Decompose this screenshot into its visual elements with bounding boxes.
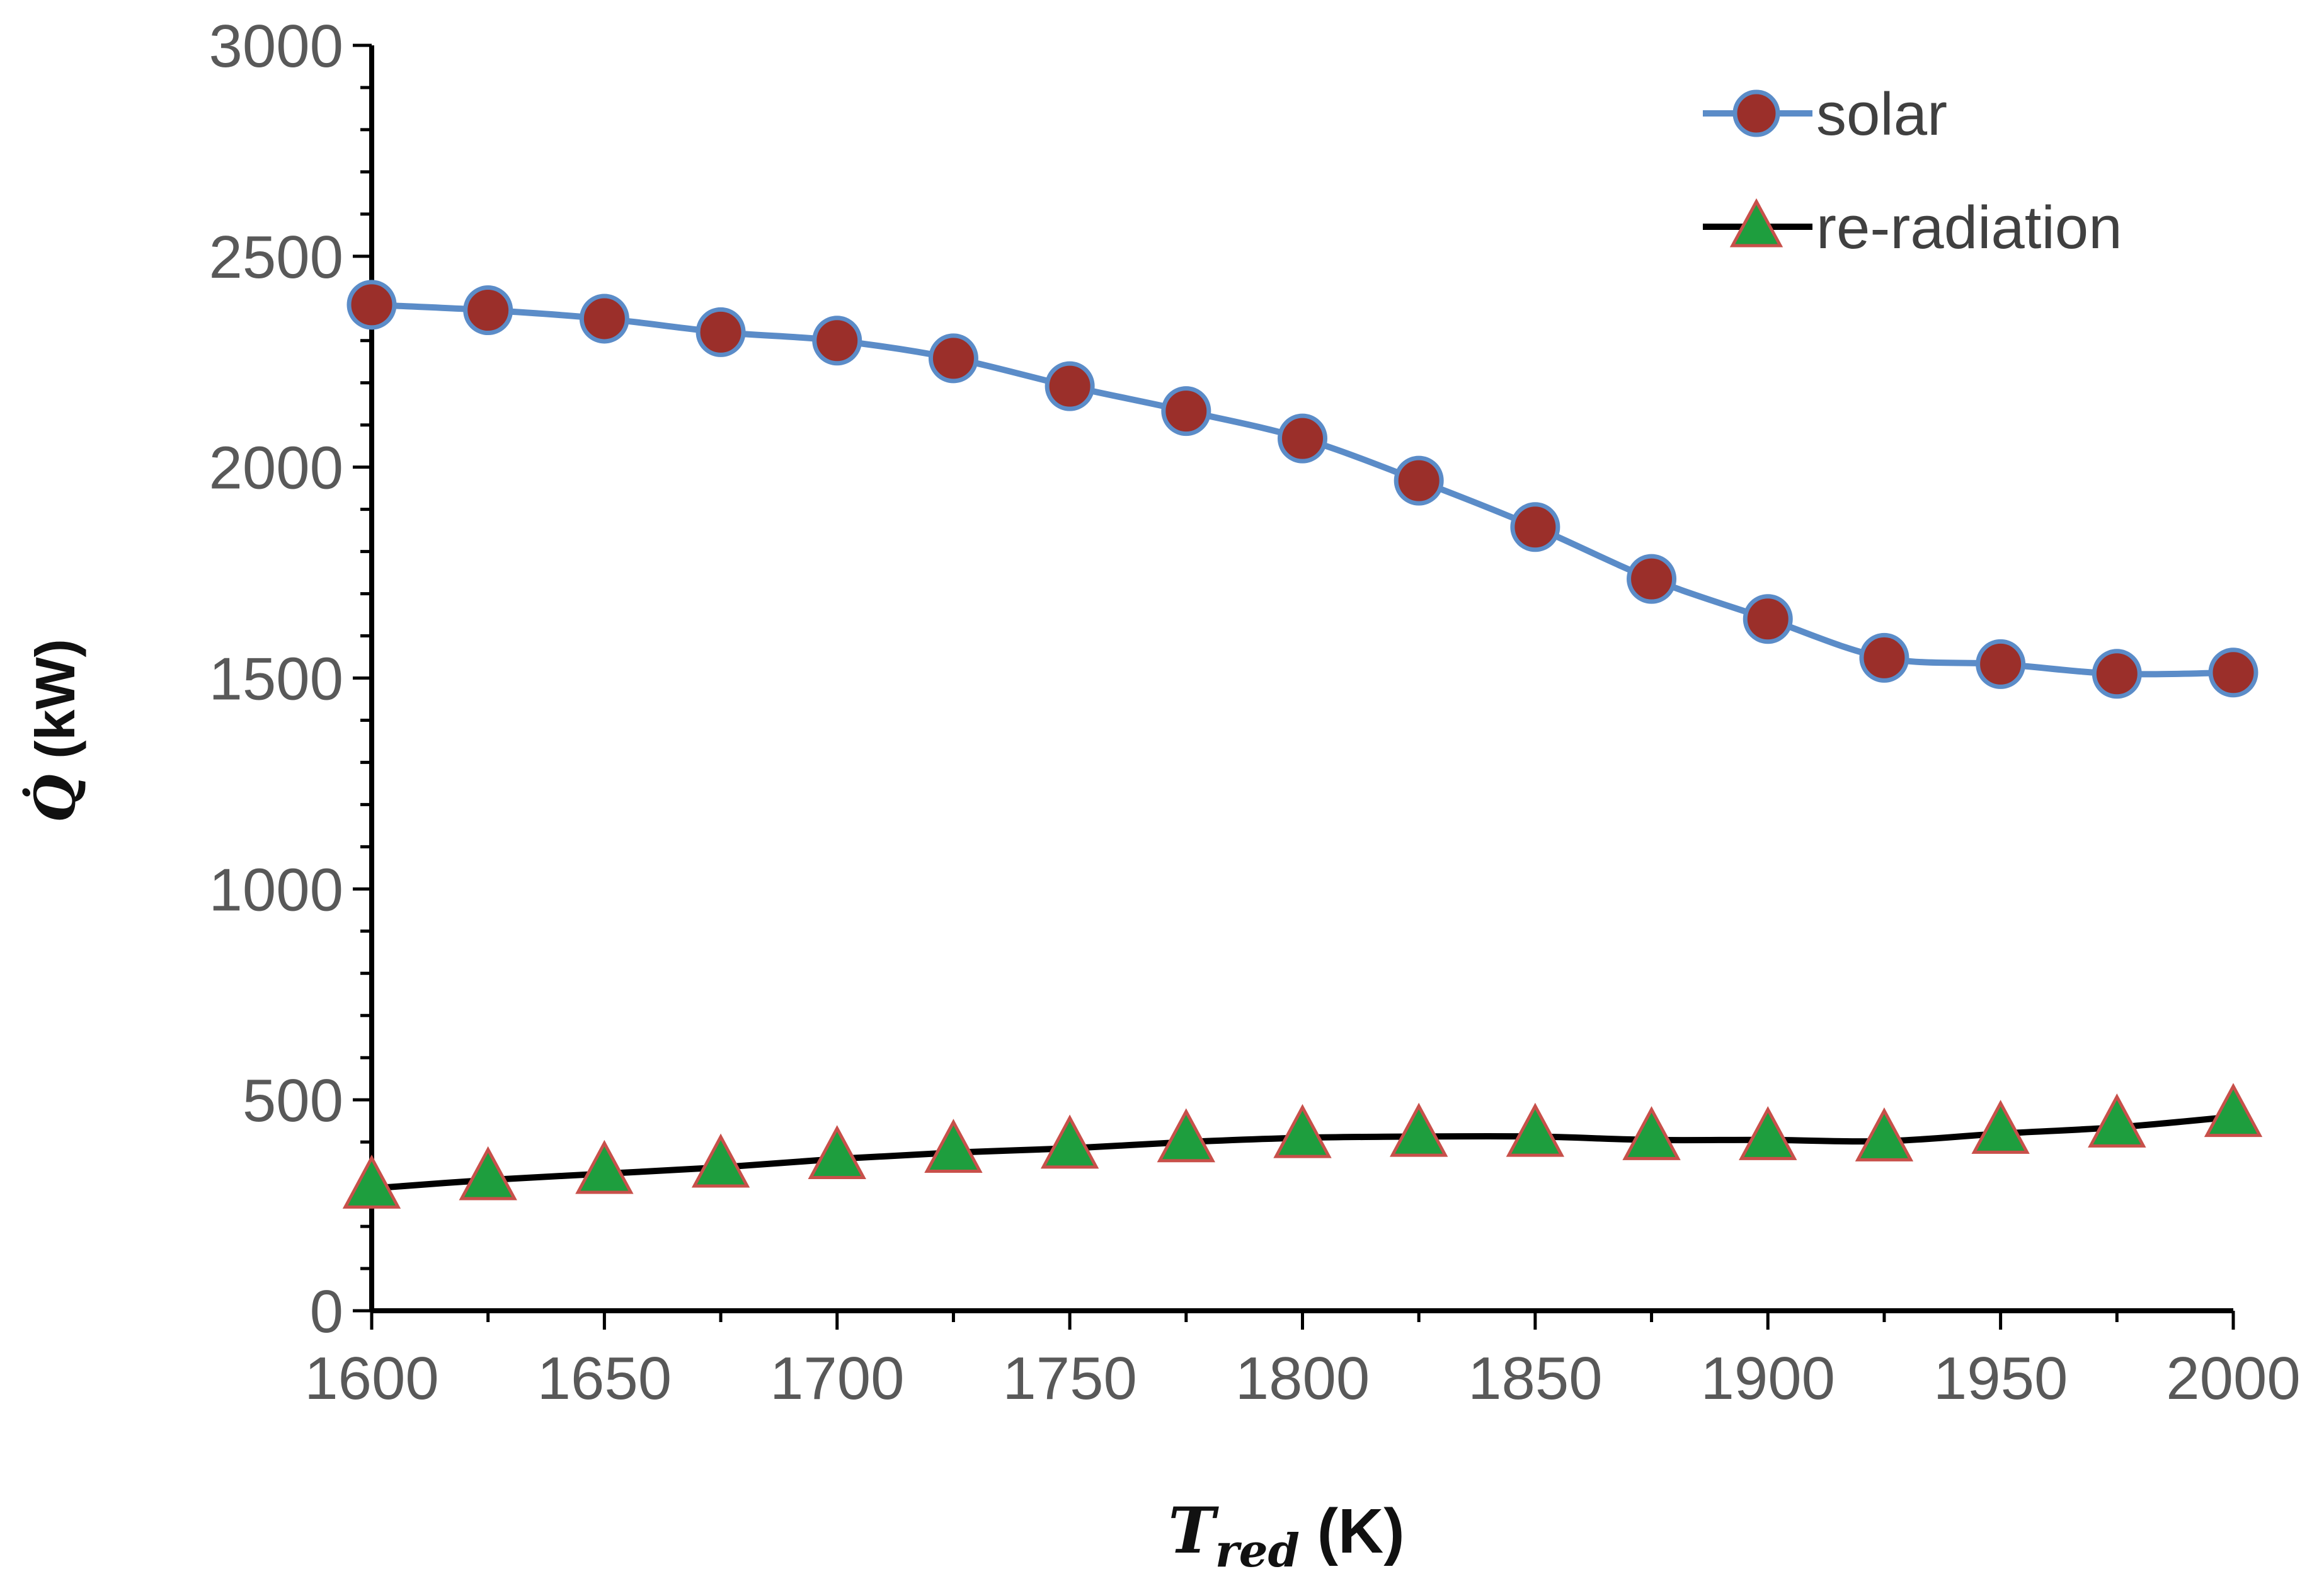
- series-re-radiation-point: [691, 1133, 750, 1188]
- legend-solar-marker: [1732, 89, 1780, 137]
- series-re-radiation-point: [1273, 1104, 1332, 1158]
- x-axis-subscript: red: [1215, 1524, 1300, 1577]
- series-solar-line: [371, 301, 2234, 678]
- y-axis-unit: (kW): [24, 639, 86, 759]
- series-solar-point: [1976, 639, 2026, 689]
- series-solar-point: [812, 316, 862, 366]
- series: [342, 280, 2263, 1209]
- x-tick-label: 1600: [304, 1345, 439, 1412]
- series-solar-point: [695, 307, 746, 357]
- series-solar-point: [346, 280, 397, 330]
- series-solar-point: [1394, 455, 1444, 506]
- series-solar-point: [579, 294, 629, 344]
- x-tick-label: 1950: [1933, 1345, 2068, 1412]
- series-re-radiation-point: [1622, 1106, 1681, 1160]
- y-tick-label: 500: [243, 1067, 343, 1134]
- series-solar-point: [2208, 648, 2258, 698]
- series-solar-point: [1510, 502, 1560, 552]
- series-re-radiation-point: [342, 1155, 401, 1209]
- axes: [353, 43, 2235, 1330]
- y-tick-label: 3000: [209, 13, 343, 80]
- series-re-radiation-point: [1157, 1108, 1215, 1163]
- legend-reradiation-marker: [1729, 198, 1783, 248]
- y-axis-title: Q̇ (kW): [22, 639, 88, 823]
- x-tick-label: 1800: [1235, 1345, 1370, 1412]
- series-solar-point: [1161, 386, 1211, 436]
- y-axis-symbol: Q̇: [22, 774, 88, 823]
- y-tick-label: 1000: [209, 856, 343, 923]
- series-solar-point: [1045, 361, 1095, 411]
- legend: solar re-radiation: [1703, 81, 2122, 261]
- series-re-radiation-point: [1739, 1106, 1797, 1160]
- series-re-radiation-point: [808, 1125, 866, 1180]
- x-axis-unit: (K): [1317, 1496, 1405, 1566]
- y-tick-label: 1500: [209, 646, 343, 713]
- series-solar-point: [2092, 649, 2142, 699]
- series-re-radiation-point: [1390, 1102, 1448, 1157]
- x-tick-label: 1900: [1700, 1345, 1835, 1412]
- x-axis-title: Tred (K): [1168, 1493, 1404, 1577]
- y-tick-label: 2000: [209, 435, 343, 502]
- series-re-radiation-point: [1506, 1102, 1565, 1157]
- series-solar-point: [1743, 594, 1793, 644]
- legend-reradiation-label: re-radiation: [1816, 194, 2122, 261]
- series-re-radiation-point: [2204, 1083, 2263, 1138]
- series-re-radiation-point: [1040, 1114, 1099, 1169]
- series-solar-point: [1278, 413, 1327, 464]
- tick-labels: 0 500 1000 1500 2000 2500 3000 1600 1650 1700 1750…: [209, 13, 2300, 1412]
- series-re-radiation-point: [1855, 1107, 1914, 1161]
- series-solar-point: [928, 333, 978, 384]
- series-re-radiation-point: [459, 1146, 517, 1201]
- series-re-radiation-point: [1971, 1100, 2030, 1154]
- series-solar-point: [463, 285, 513, 336]
- series-re-radiation-point: [575, 1139, 634, 1194]
- series-solar-point: [1627, 554, 1677, 604]
- x-tick-label: 2000: [2166, 1345, 2301, 1412]
- series-re-radiation-point: [2088, 1093, 2146, 1148]
- x-tick-label: 1650: [537, 1345, 672, 1412]
- y-tick-label: 0: [310, 1278, 343, 1345]
- series-solar-point: [1859, 632, 1909, 683]
- x-axis-symbol: T: [1168, 1493, 1219, 1568]
- legend-solar-label: solar: [1816, 81, 1947, 148]
- x-tick-label: 1700: [770, 1345, 905, 1412]
- x-tick-label: 1750: [1002, 1345, 1137, 1412]
- series-re-radiation-point: [924, 1119, 983, 1173]
- x-tick-label: 1850: [1468, 1345, 1603, 1412]
- y-tick-label: 2500: [209, 224, 343, 291]
